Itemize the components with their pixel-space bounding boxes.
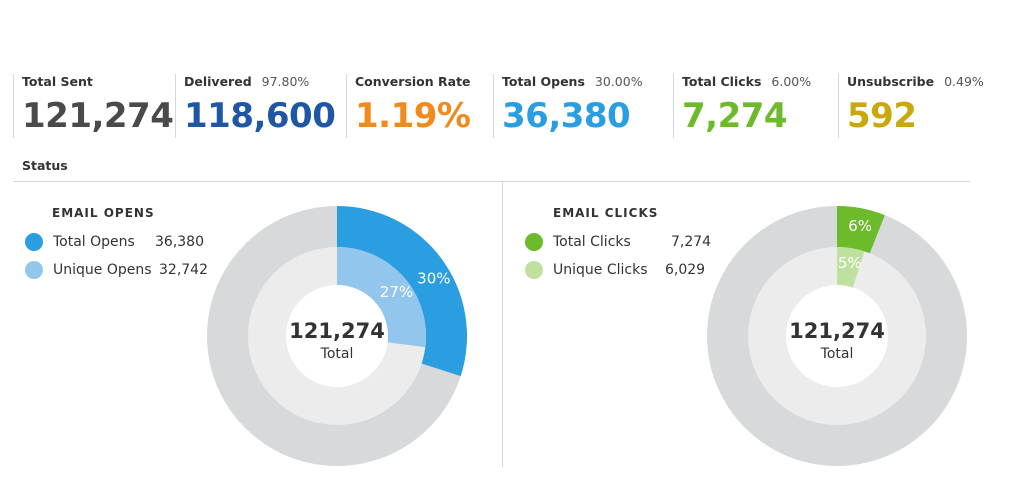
metric-unsubscribe: Unsubscribe 0.49% 592 bbox=[838, 74, 987, 138]
legend-dot bbox=[525, 233, 543, 251]
metric-total-opens: Total Opens 30.00% 36,380 bbox=[493, 74, 667, 138]
slice-inner bbox=[337, 247, 426, 348]
slice-outer bbox=[837, 206, 885, 254]
metric-percent: 6.00% bbox=[771, 74, 812, 89]
legend-dot bbox=[25, 261, 43, 279]
email-clicks-donut: 6% 5% 121,274 Total bbox=[707, 206, 967, 466]
metric-percent: 30.00% bbox=[594, 74, 643, 89]
legend-item-unique-clicks: Unique Clicks 6,029 bbox=[525, 261, 705, 279]
center-total-value: 121,274 bbox=[789, 319, 885, 343]
slice-label: 27% bbox=[380, 283, 413, 301]
metric-value: 7,274 bbox=[682, 96, 788, 136]
legend-label: Total Opens bbox=[53, 234, 135, 250]
metric-delivered: Delivered 97.80% 118,600 bbox=[175, 74, 344, 138]
metric-label: Total Opens bbox=[502, 74, 585, 89]
status-divider bbox=[13, 181, 970, 182]
metric-value: 121,274 bbox=[22, 96, 174, 136]
metric-label: Unsubscribe bbox=[847, 74, 935, 89]
slice-outer bbox=[337, 206, 467, 377]
metric-percent: 97.80% bbox=[261, 74, 310, 89]
slice-label: 5% bbox=[838, 254, 862, 272]
center-total-value: 121,274 bbox=[289, 319, 385, 343]
slice-label: 6% bbox=[848, 217, 872, 235]
legend-item-unique-opens: Unique Opens 32,742 bbox=[25, 261, 208, 279]
metric-total-clicks: Total Clicks 6.00% 7,274 bbox=[673, 74, 832, 138]
metric-value: 118,600 bbox=[184, 96, 336, 136]
metric-label: Total Sent bbox=[22, 74, 93, 89]
slice-label: 30% bbox=[417, 270, 450, 288]
legend-label: Total Clicks bbox=[553, 234, 631, 250]
center-total-label: Total bbox=[320, 346, 354, 362]
email-clicks-title: EMAIL CLICKS bbox=[553, 206, 659, 220]
metric-label: Conversion Rate bbox=[355, 74, 471, 89]
legend-value: 32,742 bbox=[159, 262, 208, 278]
panel-divider bbox=[502, 182, 503, 467]
legend-label: Unique Clicks bbox=[553, 262, 648, 278]
center-total-label: Total bbox=[820, 346, 854, 362]
donut-hole bbox=[286, 285, 388, 387]
metric-conversion-rate: Conversion Rate 1.19% bbox=[346, 74, 490, 138]
donut-hole bbox=[786, 285, 888, 387]
legend-item-total-opens: Total Opens 36,380 bbox=[25, 233, 204, 251]
legend-item-total-clicks: Total Clicks 7,274 bbox=[525, 233, 711, 251]
legend-value: 36,380 bbox=[155, 234, 204, 250]
metric-label: Delivered bbox=[184, 74, 252, 89]
email-opens-title: EMAIL OPENS bbox=[52, 206, 155, 220]
status-heading: Status bbox=[22, 158, 68, 173]
metric-value: 36,380 bbox=[502, 96, 631, 136]
legend-dot bbox=[25, 233, 43, 251]
metric-value: 592 bbox=[847, 96, 917, 136]
metric-percent: 0.49% bbox=[944, 74, 984, 89]
metric-value: 1.19% bbox=[355, 96, 471, 136]
metric-label: Total Clicks bbox=[682, 74, 762, 89]
email-opens-donut: 30%27% 121,274 Total bbox=[207, 206, 467, 466]
legend-dot bbox=[525, 261, 543, 279]
legend-value: 7,274 bbox=[671, 234, 712, 250]
slice-inner bbox=[837, 247, 865, 288]
legend-value: 6,029 bbox=[665, 262, 706, 278]
legend-label: Unique Opens bbox=[53, 262, 152, 278]
metric-total-sent: Total Sent 121,274 bbox=[13, 74, 174, 138]
